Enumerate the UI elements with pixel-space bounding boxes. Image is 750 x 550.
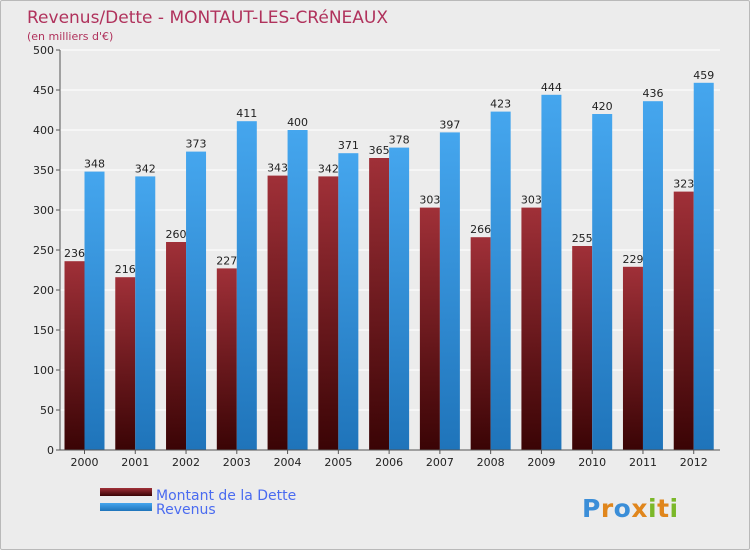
y-tick-label-300: 300: [33, 204, 54, 217]
bar-dette-2009: [521, 207, 542, 450]
data-label-dette-2000: 236: [64, 247, 85, 260]
y-tick-label-150: 150: [33, 324, 54, 337]
data-label-revenus-2007: 397: [439, 118, 460, 131]
bar-revenus-2003: [236, 121, 257, 450]
bar-revenus-2008: [490, 111, 511, 450]
legend-swatch-revenus: [100, 503, 152, 511]
y-tick-label-200: 200: [33, 284, 54, 297]
y-tick-label-100: 100: [33, 364, 54, 377]
data-label-dette-2011: 229: [622, 253, 643, 266]
bar-revenus-2006: [389, 147, 410, 450]
proxiti-letter: i: [648, 494, 657, 523]
data-label-revenus-2009: 444: [541, 81, 562, 94]
bar-revenus-2012: [693, 82, 714, 451]
legend-swatch-dette: [100, 488, 152, 496]
proxiti-letter: r: [601, 494, 614, 523]
bar-dette-2000: [64, 261, 85, 450]
bar-revenus-2005: [338, 153, 359, 450]
proxiti-letter: o: [614, 494, 632, 523]
data-label-dette-2005: 342: [318, 162, 339, 175]
data-label-revenus-2001: 342: [135, 162, 156, 175]
proxiti-letter: i: [670, 494, 679, 523]
bar-revenus-2004: [287, 130, 308, 450]
data-label-dette-2007: 303: [419, 194, 440, 207]
proxiti-wordmark: Proxiti: [582, 494, 679, 523]
data-label-dette-2008: 266: [470, 223, 491, 236]
chart-subtitle: (en milliers d'€): [27, 30, 113, 43]
data-label-dette-2010: 255: [572, 232, 593, 245]
data-label-dette-2003: 227: [216, 254, 237, 267]
x-tick-label-2000: 2000: [71, 456, 99, 469]
data-label-dette-2006: 365: [369, 144, 390, 157]
data-label-dette-2004: 343: [267, 162, 288, 175]
bar-dette-2011: [622, 266, 643, 450]
y-tick-label-400: 400: [33, 124, 54, 137]
data-label-revenus-2006: 378: [389, 134, 410, 147]
proxiti-letter: t: [657, 494, 669, 523]
legend: Montant de la Dette Revenus: [100, 488, 296, 518]
x-tick-label-2002: 2002: [172, 456, 200, 469]
y-tick-label-500: 500: [33, 44, 54, 57]
bar-dette-2005: [318, 176, 339, 450]
y-tick-label-450: 450: [33, 84, 54, 97]
legend-label-revenus: Revenus: [156, 502, 216, 518]
y-tick-label-350: 350: [33, 164, 54, 177]
bar-dette-2007: [419, 207, 440, 450]
data-label-dette-2009: 303: [521, 194, 542, 207]
x-tick-label-2012: 2012: [680, 456, 708, 469]
x-tick-label-2011: 2011: [629, 456, 657, 469]
data-label-dette-2002: 260: [166, 228, 187, 241]
x-tick-label-2004: 2004: [274, 456, 302, 469]
bar-dette-2008: [470, 237, 491, 450]
data-label-revenus-2003: 411: [236, 107, 257, 120]
x-tick-label-2010: 2010: [578, 456, 606, 469]
data-label-revenus-2002: 373: [186, 138, 207, 151]
bar-dette-2001: [115, 277, 136, 450]
bar-revenus-2011: [642, 101, 663, 450]
bar-dette-2010: [572, 246, 593, 450]
bar-revenus-2002: [186, 151, 207, 450]
data-label-dette-2001: 216: [115, 263, 136, 276]
bar-revenus-2007: [439, 132, 460, 450]
data-label-revenus-2000: 348: [84, 158, 105, 171]
proxiti-letter: x: [631, 494, 648, 523]
legend-label-dette: Montant de la Dette: [156, 488, 296, 504]
bar-dette-2012: [673, 191, 694, 450]
bar-dette-2002: [166, 242, 187, 450]
x-tick-label-2006: 2006: [375, 456, 403, 469]
data-label-revenus-2005: 371: [338, 139, 359, 152]
bar-revenus-2001: [135, 176, 156, 450]
y-tick-labels: 0 50 100 150 200 250 300 350 400 450 500: [33, 44, 60, 457]
bar-revenus-2009: [541, 94, 562, 451]
data-label-revenus-2012: 459: [693, 69, 714, 82]
proxiti-letter: P: [582, 494, 601, 523]
x-tick-label-2009: 2009: [527, 456, 555, 469]
x-tick-label-2007: 2007: [426, 456, 454, 469]
chart-title: Revenus/Dette - MONTAUT-LES-CRéNEAUX: [27, 8, 388, 28]
bar-dette-2004: [267, 175, 288, 450]
x-tick-label-2008: 2008: [477, 456, 505, 469]
bar-dette-2006: [369, 158, 390, 450]
x-tick-label-2001: 2001: [121, 456, 149, 469]
x-tick-label-2005: 2005: [324, 456, 352, 469]
data-label-revenus-2011: 436: [642, 87, 663, 100]
y-tick-label-250: 250: [33, 244, 54, 257]
bar-revenus-2000: [84, 171, 105, 450]
data-label-revenus-2004: 400: [287, 116, 308, 129]
y-tick-label-0: 0: [47, 444, 54, 457]
bars: [64, 82, 714, 451]
x-tick-label-2003: 2003: [223, 456, 251, 469]
data-label-dette-2012: 323: [673, 178, 694, 191]
bar-revenus-2010: [592, 114, 613, 450]
data-label-revenus-2010: 420: [592, 100, 613, 113]
proxiti-logo: Proxiti: [582, 494, 679, 523]
x-tick-labels: 2000 2001 2002 2003 2004 2005 2006 2007 2008 2009…: [71, 450, 708, 469]
data-label-revenus-2008: 423: [490, 98, 511, 111]
bar-dette-2003: [216, 268, 237, 450]
y-tick-label-50: 50: [40, 404, 54, 417]
